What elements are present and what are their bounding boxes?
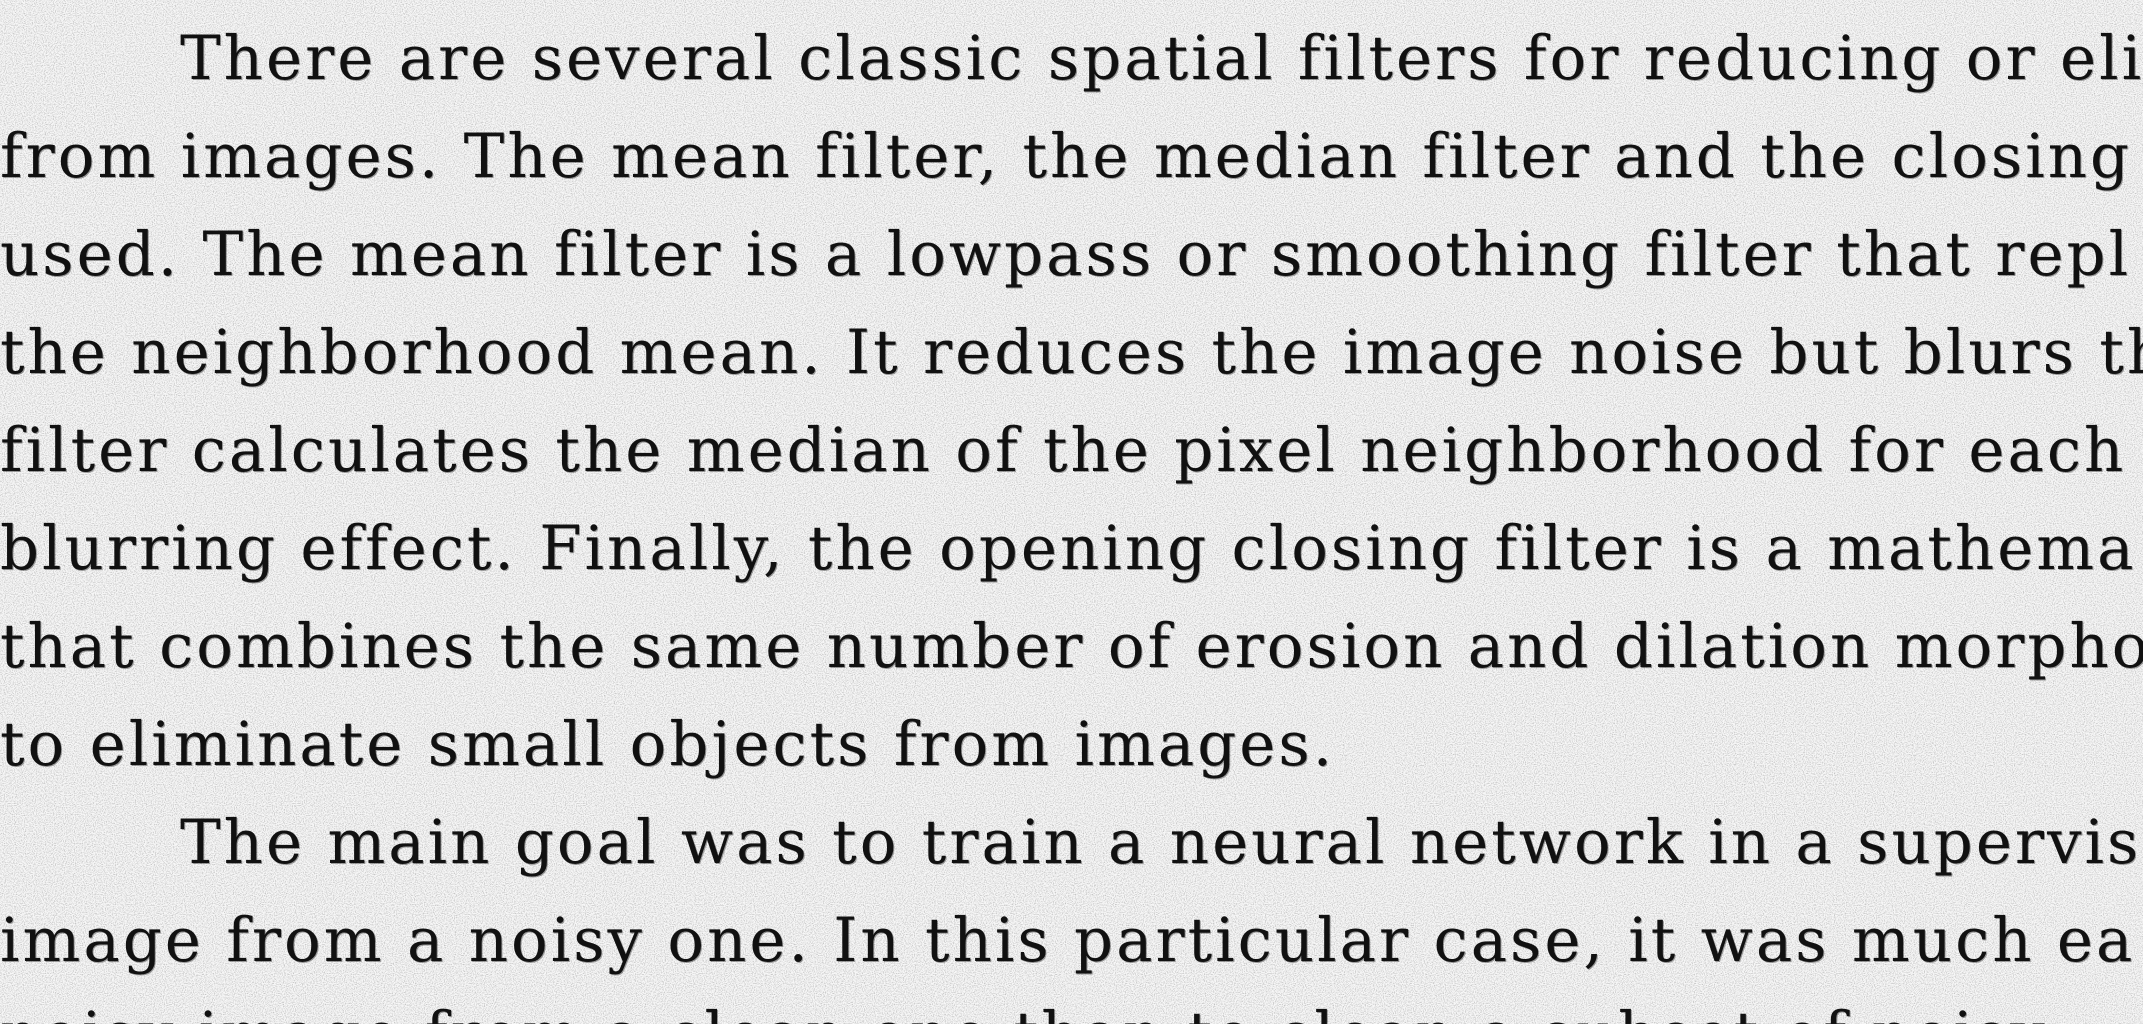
text-line: used. The mean filter is a lowpass or sm… xyxy=(0,219,2132,290)
text-line: noisy image from a clean one than to cle… xyxy=(0,1004,2048,1024)
text-line: filter calculates the median of the pixe… xyxy=(0,415,2143,486)
text-line: image from a noisy one. In this particul… xyxy=(0,905,2136,976)
text-line: the neighborhood mean. It reduces the im… xyxy=(0,317,2143,388)
text-line: blurring effect. Finally, the opening cl… xyxy=(0,513,2137,584)
text-line: from images. The mean filter, the median… xyxy=(0,121,2143,192)
text-line: The main goal was to train a neural netw… xyxy=(180,807,2143,878)
text-line: to eliminate small objects from images. xyxy=(0,709,1336,780)
text-line: that combines the same number of erosion… xyxy=(0,611,2143,682)
text-line: There are several classic spatial filter… xyxy=(180,23,2143,94)
